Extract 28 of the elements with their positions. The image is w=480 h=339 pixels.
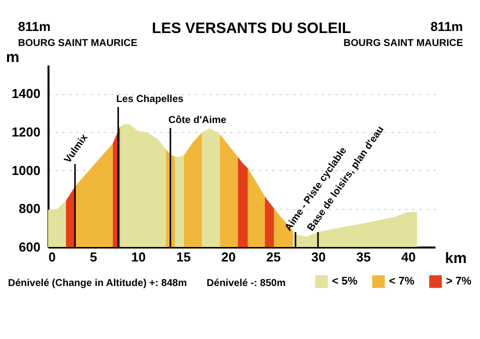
text: Dénivelé -: 850m xyxy=(206,278,286,289)
legend-label: < 5% xyxy=(332,276,358,288)
text: BOURG SAINT MAURICE xyxy=(18,38,138,49)
legend-label: < 7% xyxy=(389,276,415,288)
text: 811m xyxy=(18,19,51,34)
chart-title: LES VERSANTS DU SOLEIL xyxy=(152,20,352,37)
text: BOURG SAINT MAURICE xyxy=(344,38,464,49)
ref-line-label: Les Chapelles xyxy=(116,94,184,105)
x-tick-label: 25 xyxy=(266,250,281,264)
x-tick-label: 5 xyxy=(90,250,98,264)
x-tick-label: 40 xyxy=(401,250,416,264)
legend-label: > 7% xyxy=(446,276,472,288)
y-tick-label: 1000 xyxy=(12,162,40,178)
y-axis-title: m xyxy=(6,49,20,66)
x-tick-label: 30 xyxy=(311,250,326,264)
y-tick-label: 600 xyxy=(18,240,40,254)
y-tick-label: 1200 xyxy=(12,124,40,140)
y-tick-label: 800 xyxy=(18,201,40,216)
y-tick-label: 1400 xyxy=(12,86,40,102)
text: 811m xyxy=(430,19,463,34)
x-tick-label: 20 xyxy=(221,250,236,264)
x-axis-title: km xyxy=(445,250,467,267)
x-tick-label: 15 xyxy=(176,250,191,264)
text: Dénivelé (Change in Altitude) +: 848m xyxy=(8,278,187,289)
x-tick-label: 35 xyxy=(356,250,371,264)
x-tick-label: 10 xyxy=(131,250,146,264)
ref-line-label: Côte d'Aime xyxy=(168,115,227,126)
x-tick-label: 0 xyxy=(48,250,56,264)
